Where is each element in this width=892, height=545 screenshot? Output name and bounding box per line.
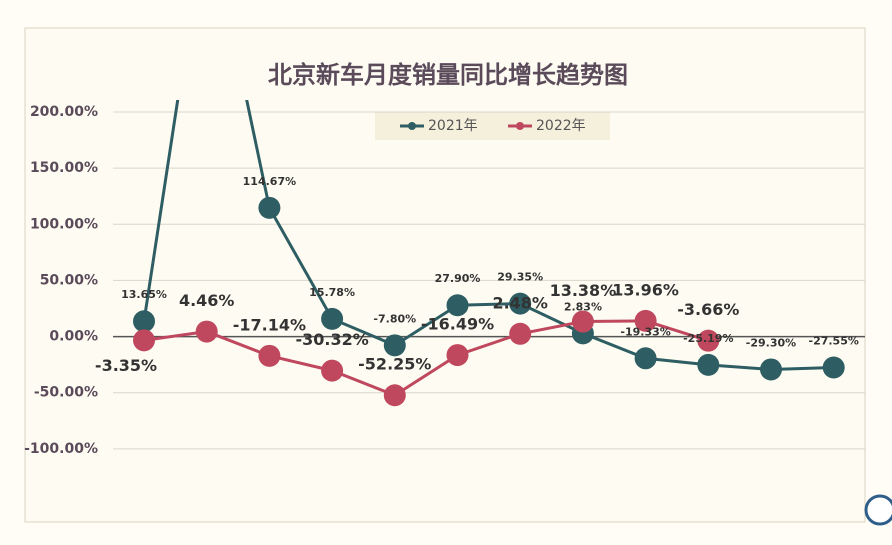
data-point	[822, 356, 845, 379]
data-point	[383, 334, 406, 357]
data-label: 4.46%	[179, 291, 235, 310]
data-label: 15.78%	[309, 286, 355, 299]
data-point	[634, 309, 657, 332]
legend-label: 2022年	[536, 118, 586, 134]
data-label: -17.14%	[233, 315, 306, 334]
data-point	[133, 310, 155, 333]
data-label: -3.35%	[95, 356, 157, 375]
y-tick-label: 200.00%	[30, 104, 98, 120]
data-point	[321, 307, 344, 330]
data-label: -25.19%	[683, 332, 733, 345]
data-point	[571, 310, 594, 333]
y-tick-label: 50.00%	[40, 272, 98, 288]
chart-title: 北京新车月度销量同比增长趋势图	[268, 61, 628, 89]
y-tick-label: -50.00%	[34, 385, 98, 401]
data-label: -19.33%	[620, 325, 670, 338]
data-point	[509, 292, 532, 315]
data-point	[383, 384, 406, 407]
data-label: -16.49%	[421, 315, 494, 334]
data-point	[697, 329, 720, 352]
data-point	[446, 294, 469, 317]
data-label: 13.96%	[612, 280, 679, 299]
y-tick-label: 100.00%	[30, 216, 98, 232]
data-label: 114.67%	[243, 175, 296, 188]
data-label: 29.35%	[497, 271, 543, 284]
data-point	[321, 359, 344, 382]
data-label: -7.80%	[373, 312, 416, 325]
data-label: -29.30%	[746, 336, 796, 349]
data-label: 13.38%	[550, 281, 617, 300]
logo	[864, 494, 892, 526]
y-tick-label: -100.00%	[24, 441, 98, 457]
legend-marker	[516, 122, 524, 130]
data-point	[509, 322, 532, 345]
data-label: 27.90%	[435, 272, 481, 285]
legend-marker	[408, 122, 416, 130]
data-point	[760, 358, 782, 381]
data-point	[634, 347, 657, 370]
data-point	[446, 344, 469, 367]
data-label: -3.66%	[677, 300, 739, 319]
data-point	[258, 196, 281, 219]
y-tick-label: 150.00%	[30, 160, 98, 176]
data-point	[133, 329, 155, 352]
chart-frame	[24, 27, 866, 523]
data-point	[195, 320, 218, 343]
legend-label: 2021年	[428, 118, 478, 134]
data-label: -52.25%	[358, 355, 431, 374]
y-tick-label: 0.00%	[49, 329, 98, 345]
data-label: 2.83%	[564, 300, 602, 313]
data-label: 13.65%	[121, 288, 167, 301]
data-label: -30.32%	[295, 330, 368, 349]
data-label: 2.48%	[492, 293, 548, 312]
data-point	[697, 353, 720, 376]
series-line	[143, 319, 709, 397]
data-point	[258, 344, 281, 367]
data-label: -27.55%	[809, 335, 859, 348]
